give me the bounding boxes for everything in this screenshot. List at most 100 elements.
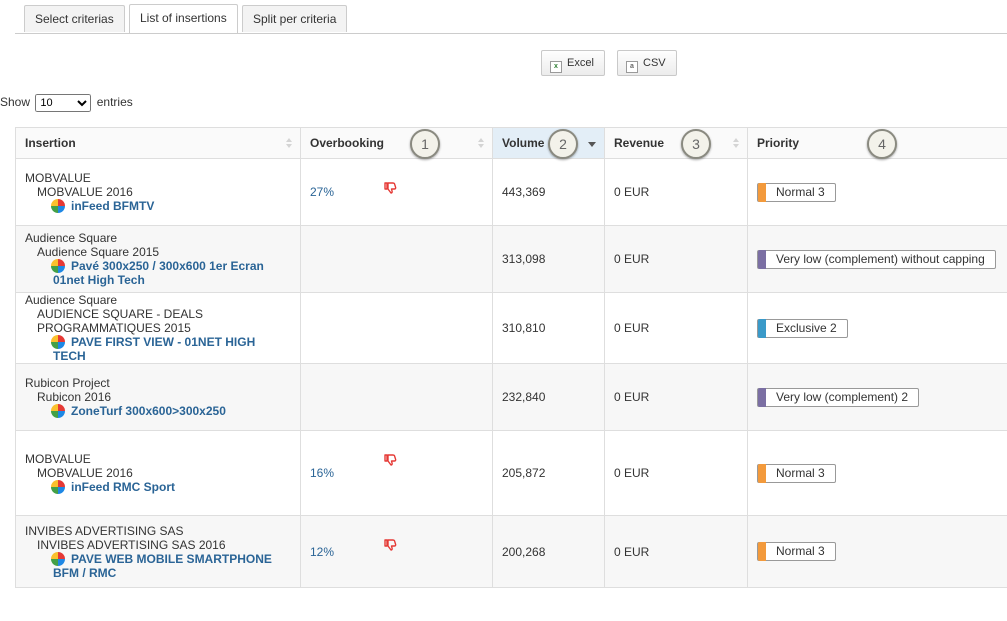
campaign-name: MOBVALUE 2016: [37, 185, 133, 199]
campaign-name: Rubicon 2016: [37, 390, 112, 404]
excel-export-button[interactable]: x Excel: [541, 50, 605, 76]
overbooking-cell: [300, 292, 493, 364]
priority-cell: Exclusive 2: [747, 292, 1007, 364]
priority-label: Very low (complement) without capping: [776, 251, 985, 266]
priority-label: Exclusive 2: [776, 320, 837, 335]
insertion-link[interactable]: inFeed RMC Sport: [25, 480, 291, 494]
format-icon: [51, 480, 65, 494]
advertiser-name: MOBVALUE: [25, 452, 91, 466]
overbooking-cell: [300, 225, 493, 293]
insertion-link-label: inFeed RMC Sport: [71, 480, 175, 494]
format-icon: [51, 335, 65, 349]
insertion-link[interactable]: PAVE FIRST VIEW - 01NET HIGH TECH: [25, 335, 291, 363]
advertiser-name: Rubicon Project: [25, 376, 110, 390]
col-insertion[interactable]: Insertion: [15, 127, 301, 159]
priority-badge: Normal 3: [757, 542, 836, 561]
table-row[interactable]: INVIBES ADVERTISING SAS INVIBES ADVERTISI…: [15, 515, 1007, 588]
col-revenue-label: Revenue: [614, 136, 665, 150]
excel-label: Excel: [567, 57, 594, 69]
revenue-cell: 0 EUR: [604, 158, 748, 226]
overbooking-link[interactable]: 16%: [310, 466, 335, 480]
volume-cell: 200,268: [492, 515, 605, 588]
priority-label: Normal 3: [776, 465, 825, 480]
advertiser-name: MOBVALUE: [25, 171, 91, 185]
format-icon: [51, 259, 65, 273]
overbooking-link[interactable]: 12%: [310, 544, 335, 559]
priority-cell: Normal 3: [747, 515, 1007, 588]
advertiser-name: INVIBES ADVERTISING SAS: [25, 523, 184, 538]
format-icon: [51, 404, 65, 418]
callout-1: 1: [410, 129, 440, 159]
table-row[interactable]: Audience Square Audience Square 2015 Pavé …: [15, 225, 1007, 293]
priority-cell: Normal 3: [747, 158, 1007, 226]
priority-badge: Normal 3: [757, 463, 836, 483]
insertion-cell: Audience Square AUDIENCE SQUARE - DEALS P…: [15, 292, 301, 364]
insertion-link-label: PAVE WEB MOBILE SMARTPHONE BFM / RMC: [53, 551, 272, 580]
col-priority-label: Priority: [757, 136, 800, 150]
csv-label: CSV: [643, 57, 666, 69]
volume-cell: 443,369: [492, 158, 605, 226]
volume-cell: 205,872: [492, 430, 605, 516]
thumbs-down-icon: [383, 181, 397, 195]
priority-color-bar: [758, 249, 766, 269]
table-row[interactable]: MOBVALUE MOBVALUE 2016 inFeed BFMTV 27% 443,…: [15, 158, 1007, 226]
priority-badge: Very low (complement) 2: [757, 387, 920, 407]
excel-icon: x: [550, 61, 562, 73]
insertion-link[interactable]: ZoneTurf 300x600>300x250: [25, 404, 291, 418]
priority-cell: Very low (complement) 2: [747, 363, 1007, 431]
insertion-cell: MOBVALUE MOBVALUE 2016 inFeed RMC Sport: [15, 430, 301, 516]
insertion-cell: Rubicon Project Rubicon 2016 ZoneTurf 300x…: [15, 363, 301, 431]
revenue-cell: 0 EUR: [604, 363, 748, 431]
insertion-cell: MOBVALUE MOBVALUE 2016 inFeed BFMTV: [15, 158, 301, 226]
entries-label: entries: [96, 95, 133, 110]
overbooking-cell: 16%: [300, 430, 493, 516]
insertion-cell: Audience Square Audience Square 2015 Pavé …: [15, 225, 301, 293]
col-volume-label: Volume: [502, 136, 545, 150]
table-row[interactable]: Audience Square AUDIENCE SQUARE - DEALS P…: [15, 292, 1007, 364]
priority-cell: Normal 3: [747, 430, 1007, 516]
insertion-link[interactable]: PAVE WEB MOBILE SMARTPHONE BFM / RMC: [25, 551, 291, 580]
col-volume[interactable]: Volume 2: [492, 127, 605, 159]
insertions-table: Insertion Overbooking 1 Volume 2 Revenue 3 …: [15, 127, 1007, 588]
entries-select[interactable]: 10: [35, 94, 92, 112]
advertiser-name: Audience Square: [25, 231, 118, 245]
advertiser-name: Audience Square: [25, 293, 118, 307]
insertion-link[interactable]: inFeed BFMTV: [25, 199, 291, 213]
overbooking-cell: 12%: [300, 515, 493, 588]
tab-bar: Select criterias List of insertions Spli…: [15, 0, 1007, 34]
tab-split-per-criteria[interactable]: Split per criteria: [242, 5, 348, 32]
priority-label: Normal 3: [776, 184, 825, 199]
insertion-link-label: PAVE FIRST VIEW - 01NET HIGH TECH: [53, 335, 256, 363]
col-priority[interactable]: Priority 4: [747, 127, 1007, 159]
sort-icon: [286, 138, 292, 149]
tab-select-criterias[interactable]: Select criterias: [24, 5, 125, 32]
priority-color-bar: [758, 542, 766, 561]
overbooking-link[interactable]: 27%: [310, 185, 335, 199]
sort-icon: [478, 138, 484, 149]
priority-label: Normal 3: [776, 544, 825, 558]
col-overbooking[interactable]: Overbooking 1: [300, 127, 493, 159]
volume-cell: 313,098: [492, 225, 605, 293]
priority-badge: Very low (complement) without capping: [757, 249, 996, 269]
priority-color-bar: [758, 463, 766, 483]
csv-export-button[interactable]: a CSV: [617, 50, 677, 76]
priority-color-bar: [758, 182, 766, 202]
priority-label: Very low (complement) 2: [776, 389, 909, 404]
table-row[interactable]: MOBVALUE MOBVALUE 2016 inFeed RMC Sport 16%…: [15, 430, 1007, 516]
insertion-link-label: ZoneTurf 300x600>300x250: [71, 404, 226, 418]
format-icon: [51, 551, 65, 566]
priority-badge: Normal 3: [757, 182, 836, 202]
campaign-name: AUDIENCE SQUARE - DEALS PROGRAMMATIQUES …: [37, 307, 204, 335]
priority-cell: Very low (complement) without capping: [747, 225, 1007, 293]
thumbs-down-icon: [383, 453, 397, 467]
revenue-cell: 0 EUR: [604, 225, 748, 293]
col-overbooking-label: Overbooking: [310, 136, 385, 150]
insertion-link[interactable]: Pavé 300x250 / 300x600 1er Ecran 01net H…: [25, 259, 291, 287]
sort-desc-icon: [588, 142, 596, 147]
tab-list-of-insertions[interactable]: List of insertions: [129, 4, 238, 33]
callout-3: 3: [681, 129, 711, 159]
col-revenue[interactable]: Revenue 3: [604, 127, 748, 159]
table-row[interactable]: Rubicon Project Rubicon 2016 ZoneTurf 300x…: [15, 363, 1007, 431]
insertion-link-label: inFeed BFMTV: [71, 199, 155, 213]
campaign-name: MOBVALUE 2016: [37, 466, 133, 480]
